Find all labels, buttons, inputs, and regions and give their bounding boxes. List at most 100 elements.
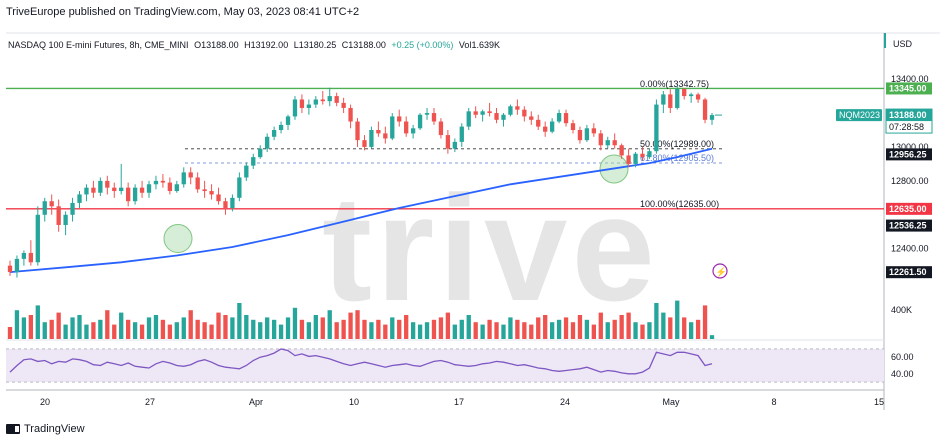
volume-bar (271, 319, 277, 339)
volume-bar (661, 312, 666, 339)
currency-label[interactable]: USD (893, 39, 913, 49)
volume-bar (299, 319, 305, 339)
volume-bar (153, 315, 159, 339)
volume-bar (612, 319, 617, 339)
volume-bar (654, 303, 659, 339)
time-tick: 27 (145, 397, 155, 407)
candle-body (633, 153, 638, 164)
volume-bar (327, 310, 332, 339)
time-tick: 24 (560, 397, 570, 407)
candle-body (563, 113, 569, 124)
volume-bar (278, 324, 284, 339)
footer-brand: TradingView (24, 423, 85, 435)
volume-bar (56, 312, 61, 339)
candle-body (522, 109, 527, 117)
price-label-value: 12635.00 (889, 204, 927, 214)
volume-bar (410, 322, 416, 339)
volume-bar (181, 317, 186, 339)
candle-body (466, 111, 471, 127)
candle-body (577, 130, 583, 141)
candle-body (348, 107, 353, 122)
price-label-value: 12536.25 (889, 221, 927, 231)
candle-body (702, 99, 708, 120)
candle-body (84, 187, 89, 195)
volume-bar (438, 317, 444, 339)
volume-bar (591, 324, 596, 339)
open-value: 13188.00 (201, 40, 239, 50)
candle-body (536, 119, 541, 127)
highlight-circle (163, 224, 193, 254)
candle-body (397, 116, 402, 122)
time-tick: 10 (349, 397, 359, 407)
volume-bar (223, 315, 228, 339)
price-label-value: 12261.50 (889, 267, 927, 277)
candle-body (126, 187, 131, 202)
candle-body (139, 187, 145, 193)
volume-bar (702, 305, 708, 339)
volume-bar (320, 317, 325, 339)
volume-bar (688, 322, 694, 339)
candle-body (355, 121, 360, 141)
lightning-glyph: ⚡ (716, 266, 727, 278)
price-tick: 12400.00 (891, 244, 929, 254)
candle-body (508, 106, 513, 115)
candle-body (619, 145, 624, 156)
candle-body (167, 182, 173, 192)
volume-bar (522, 322, 527, 339)
rsi-line (9, 348, 713, 375)
volume-bar (70, 317, 75, 339)
candle-body (160, 180, 166, 183)
candle-body (306, 104, 312, 108)
volume-bar (404, 315, 409, 339)
candle-body (417, 114, 423, 129)
volume-bar (216, 312, 221, 339)
candle-body (251, 157, 256, 166)
candle-body (70, 202, 75, 215)
moving-average-line (9, 147, 713, 273)
candle-body (21, 252, 27, 259)
rsi-band (6, 348, 884, 383)
volume-bar (285, 317, 291, 339)
candle-body (98, 180, 103, 193)
volume-bar (508, 317, 513, 339)
volume-bar (543, 315, 548, 339)
volume-tick: 400K (891, 305, 912, 315)
volume-bar (390, 317, 395, 339)
tradingview-logo-icon (6, 424, 20, 434)
volume-bar (202, 322, 207, 339)
volume-bar (563, 317, 569, 339)
volume-bar (376, 319, 381, 339)
price-label-box (886, 202, 932, 215)
symbol-tag-box (836, 109, 882, 122)
candle-body (174, 184, 179, 192)
candle-body (549, 121, 555, 132)
time-tick: 15 (874, 397, 884, 407)
tradingview-footer[interactable]: TradingView (6, 423, 85, 435)
candle-body (709, 115, 715, 120)
price-label-box (886, 219, 932, 232)
volume-bar (369, 322, 374, 339)
candle-body (334, 96, 339, 103)
volume-bar (494, 322, 499, 339)
candle-body (77, 194, 82, 203)
volume-bar (501, 324, 506, 339)
price-tick: 12800.00 (891, 176, 929, 186)
volume-bar (549, 322, 555, 339)
candle-body (556, 113, 562, 122)
candle-body (216, 194, 221, 202)
symbol-name[interactable]: NASDAQ 100 E-mini Futures, 8h, CME_MINI (8, 40, 189, 50)
volume-bar (598, 312, 603, 339)
candle-body (271, 130, 277, 137)
volume-bar (556, 319, 562, 339)
rsi-tick: 60.00 (891, 352, 914, 362)
volume-bar (348, 312, 353, 339)
candle-body (146, 184, 152, 193)
candle-body (668, 94, 673, 108)
volume-bar (334, 322, 339, 339)
price-label-box (886, 82, 932, 95)
volume-bar (132, 322, 138, 339)
volume-bar (237, 303, 242, 339)
volume-bar (230, 317, 235, 339)
candle-body (480, 111, 485, 115)
